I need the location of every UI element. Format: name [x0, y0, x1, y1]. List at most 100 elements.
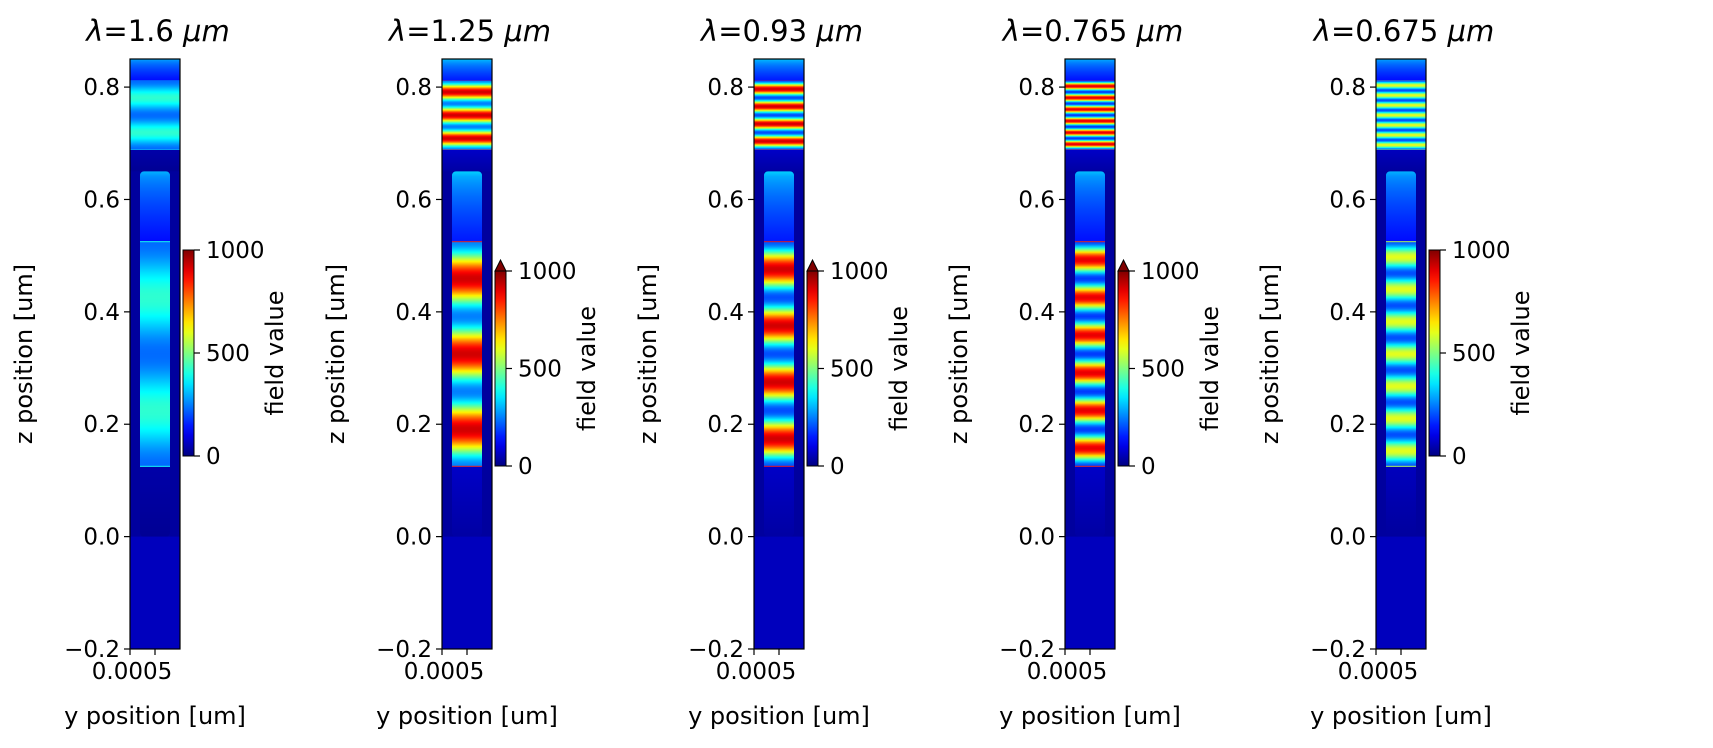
x-tick-label: 0.0005 — [1338, 659, 1418, 685]
y-tick-label: 0.2 — [83, 412, 120, 438]
colorbar-gradient — [182, 249, 195, 457]
y-tick-label: 0.6 — [1329, 187, 1366, 213]
colorbar: 0 500 1000 field value — [182, 238, 289, 470]
colorbar-label: field value — [573, 306, 601, 431]
subplot-title: λ=0.765 μm — [1001, 14, 1183, 48]
field-top-cladding — [130, 59, 180, 172]
colorbar-tick-label: 500 — [518, 357, 562, 383]
field-cavity-core — [764, 171, 794, 537]
y-tick-label: −0.2 — [64, 637, 120, 663]
y-axis-label: z position [um] — [322, 264, 350, 444]
subplot-2: −0.2 0.0 0.2 0.4 0.6 0.8 0.0005 y position [um]… — [322, 14, 601, 730]
colorbar-label: field value — [1196, 306, 1224, 431]
y-tick-label: 0.4 — [1329, 300, 1366, 326]
x-tick-label: 0.0005 — [92, 659, 172, 685]
subplot-title: λ=0.675 μm — [1312, 14, 1494, 48]
colorbar-tick-label: 1000 — [1141, 259, 1200, 285]
x-axis-label: y position [um] — [1310, 702, 1492, 730]
colorbar-tick-label: 0 — [830, 454, 845, 480]
y-tick-label: 0.4 — [1018, 300, 1055, 326]
subplot-title: λ=0.93 μm — [699, 14, 863, 48]
field-cavity-core — [140, 171, 170, 537]
field-top-cladding — [442, 59, 492, 172]
subplot-4: −0.2 0.0 0.2 0.4 0.6 0.8 0.0005 y position [um]… — [945, 14, 1224, 730]
colorbar-tick-label: 500 — [206, 341, 250, 367]
y-tick-label: −0.2 — [376, 637, 432, 663]
x-axis-label: y position [um] — [688, 702, 870, 730]
field-bottom-cladding — [130, 536, 180, 649]
y-axis-label: z position [um] — [10, 264, 38, 444]
x-tick-label: 0.0005 — [404, 659, 484, 685]
y-tick-label: 0.2 — [1329, 412, 1366, 438]
y-tick-label: 0.6 — [83, 187, 120, 213]
colorbar: 0 500 1000 field value — [1117, 258, 1224, 480]
colorbar-tick-label: 500 — [1141, 357, 1185, 383]
colorbar-label: field value — [885, 306, 913, 431]
y-tick-label: −0.2 — [999, 637, 1055, 663]
colorbar-tick-label: 1000 — [206, 238, 265, 264]
colorbar: 0 500 1000 field value — [806, 258, 913, 480]
x-tick-label: 0.0005 — [716, 659, 796, 685]
y-tick-label: 0.0 — [1018, 525, 1055, 551]
subplot-3: −0.2 0.0 0.2 0.4 0.6 0.8 0.0005 y position [um]… — [634, 14, 913, 730]
x-axis-label: y position [um] — [64, 702, 246, 730]
colorbar-tick-label: 0 — [1452, 444, 1467, 470]
field-cavity-core — [452, 171, 482, 537]
y-tick-label: 0.6 — [1018, 187, 1055, 213]
y-tick-label: 0.0 — [395, 525, 432, 551]
y-tick-label: 0.0 — [83, 525, 120, 551]
field-bottom-cladding — [442, 536, 492, 649]
y-axis-label: z position [um] — [1256, 264, 1284, 444]
x-axis-label: y position [um] — [376, 702, 558, 730]
colorbar-gradient — [494, 270, 507, 467]
field-bottom-cladding — [1376, 536, 1426, 649]
y-tick-label: 0.4 — [395, 300, 432, 326]
colorbar: 0 500 1000 field value — [1428, 238, 1535, 470]
y-tick-label: −0.2 — [688, 637, 744, 663]
y-tick-label: 0.2 — [1018, 412, 1055, 438]
colorbar-tick-label: 1000 — [1452, 238, 1511, 264]
x-tick-label: 0.0005 — [1027, 659, 1107, 685]
subplot-title: λ=1.25 μm — [387, 14, 551, 48]
x-axis-label: y position [um] — [999, 702, 1181, 730]
field-top-cladding — [1376, 59, 1426, 172]
colorbar-extend-arrow — [1117, 258, 1130, 272]
y-tick-label: 0.4 — [83, 300, 120, 326]
y-tick-label: 0.6 — [395, 187, 432, 213]
y-tick-label: 0.2 — [395, 412, 432, 438]
colorbar: 0 500 1000 field value — [494, 258, 601, 480]
y-tick-label: 0.4 — [707, 300, 744, 326]
colorbar-tick-label: 1000 — [830, 259, 889, 285]
colorbar-label: field value — [261, 291, 289, 416]
subplot-5: −0.2 0.0 0.2 0.4 0.6 0.8 0.0005 y position [um]… — [1256, 14, 1535, 730]
colorbar-extend-arrow — [494, 258, 507, 272]
y-tick-label: 0.2 — [707, 412, 744, 438]
colorbar-tick-label: 500 — [830, 357, 874, 383]
colorbar-gradient — [1428, 249, 1441, 457]
colorbar-gradient — [1117, 270, 1130, 467]
y-tick-label: 0.8 — [395, 75, 432, 101]
y-tick-label: 0.0 — [707, 525, 744, 551]
field-top-cladding — [1065, 59, 1115, 172]
colorbar-tick-label: 500 — [1452, 341, 1496, 367]
y-tick-label: 0.0 — [1329, 525, 1366, 551]
field-cavity-core — [1386, 171, 1416, 537]
y-tick-label: 0.8 — [83, 75, 120, 101]
subplot-title: λ=1.6 μm — [84, 14, 230, 48]
colorbar-gradient — [806, 270, 819, 467]
y-tick-label: −0.2 — [1310, 637, 1366, 663]
field-bottom-cladding — [754, 536, 804, 649]
y-tick-label: 0.8 — [1329, 75, 1366, 101]
y-tick-label: 0.6 — [707, 187, 744, 213]
colorbar-extend-arrow — [806, 258, 819, 272]
y-axis-label: z position [um] — [945, 264, 973, 444]
y-tick-label: 0.8 — [707, 75, 744, 101]
colorbar-tick-label: 0 — [518, 454, 533, 480]
colorbar-tick-label: 1000 — [518, 259, 577, 285]
field-bottom-cladding — [1065, 536, 1115, 649]
colorbar-tick-label: 0 — [206, 444, 221, 470]
colorbar-label: field value — [1507, 291, 1535, 416]
y-axis-label: z position [um] — [634, 264, 662, 444]
y-tick-label: 0.8 — [1018, 75, 1055, 101]
